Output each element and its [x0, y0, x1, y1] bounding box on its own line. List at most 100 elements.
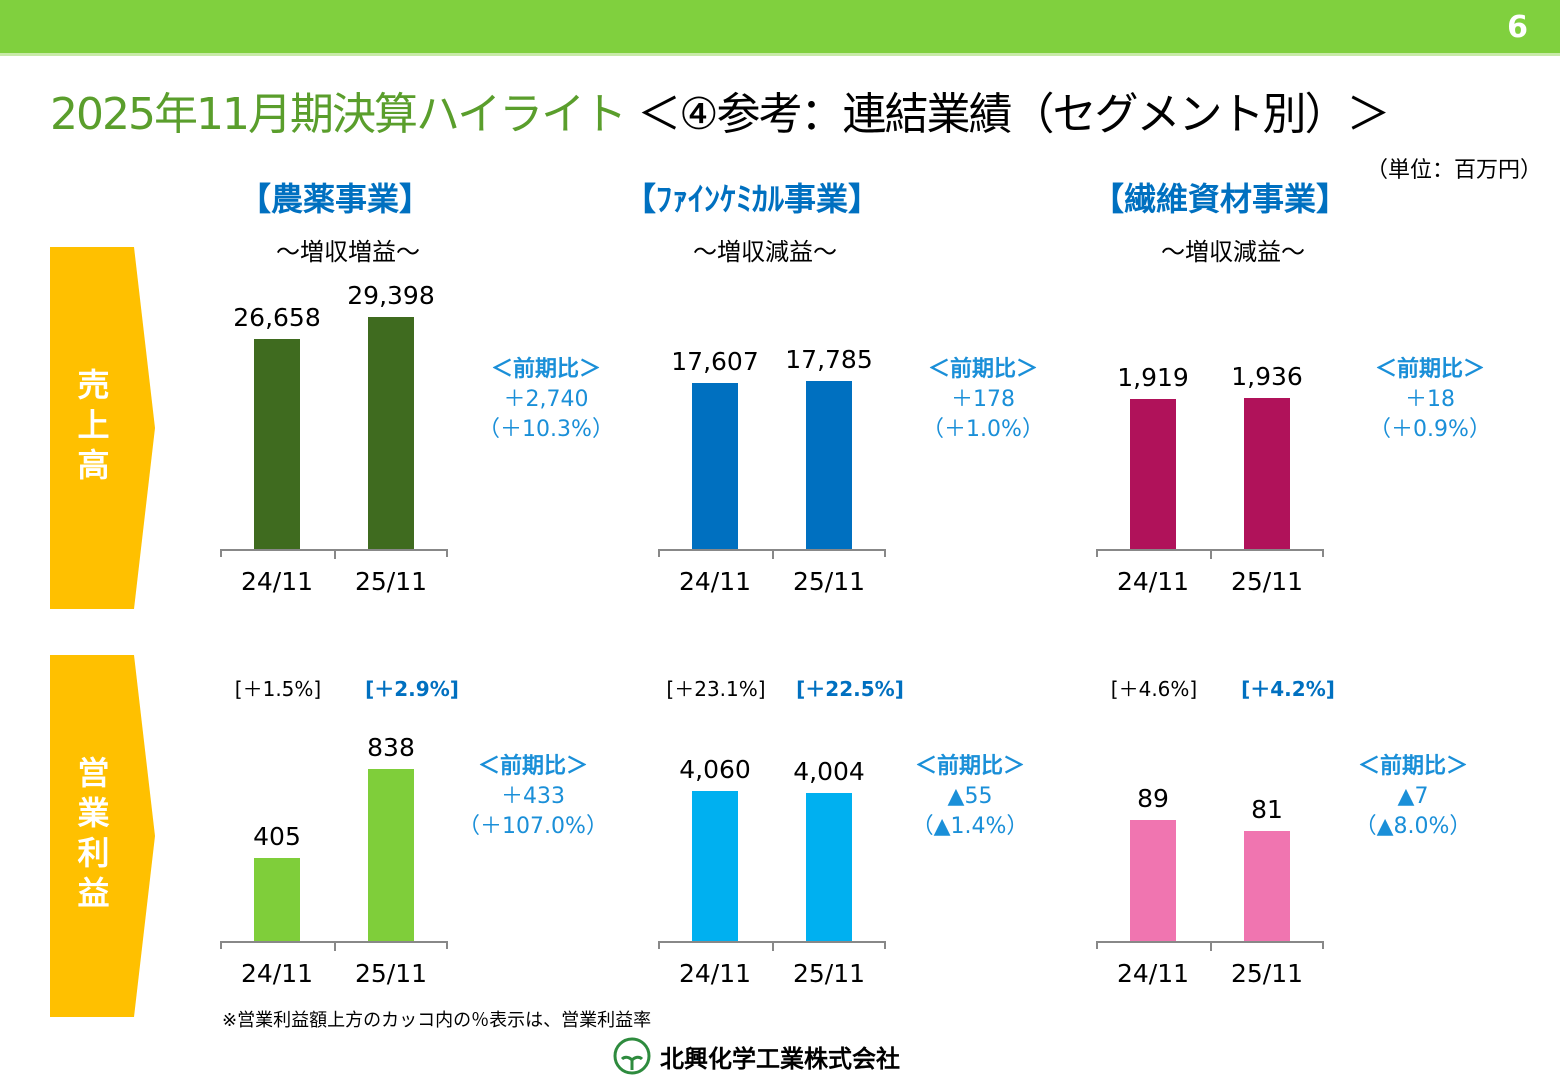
- bar-chart: 89 24/11 81 25/11: [1096, 641, 1324, 1001]
- x-axis: [658, 941, 886, 951]
- op-pct: （▲8.0%）: [1354, 814, 1472, 839]
- data-label: 89: [1137, 783, 1169, 813]
- row-label-operating-profit: 営業利益: [50, 655, 155, 1017]
- compare-label: ＜前期比＞: [914, 754, 1025, 779]
- op-margin-prev: [＋4.6%]: [1110, 677, 1198, 701]
- op-margin-prev: [＋23.1%]: [666, 677, 766, 701]
- x-tick-label: 25/11: [354, 959, 428, 988]
- op-diff: ▲7: [1397, 784, 1429, 809]
- x-tick-label: 24/11: [678, 567, 752, 596]
- x-tick-label: 25/11: [1230, 959, 1304, 988]
- segment-summary: ～増収減益～: [693, 238, 837, 266]
- sales-comparison: ＜前期比＞ ＋178 （＋1.0%）: [922, 355, 1044, 445]
- title-main: 2025年11月期決算ハイライト: [50, 89, 627, 140]
- sales-diff: ＋18: [1405, 387, 1455, 412]
- bar-25-11: [806, 381, 852, 549]
- company-logo: 北興化学工業株式会社: [612, 1036, 900, 1076]
- x-tick-label: 24/11: [240, 567, 314, 596]
- compare-label: ＜前期比＞: [927, 357, 1038, 382]
- x-tick-label: 25/11: [354, 567, 428, 596]
- page-number: 6: [1507, 10, 1528, 45]
- bar-24-11: [692, 382, 738, 549]
- company-name: 北興化学工業株式会社: [660, 1044, 900, 1073]
- x-tick-label: 24/11: [1116, 959, 1190, 988]
- axis-tick: [1210, 551, 1212, 559]
- x-tick-label: 24/11: [240, 959, 314, 988]
- axis-tick: [334, 551, 336, 559]
- segment-title: 【繊維資材事業】: [1091, 180, 1349, 218]
- x-axis: [1096, 941, 1324, 951]
- op-margin-prev: [＋1.5%]: [234, 677, 322, 701]
- segment-title: 【農薬事業】: [238, 180, 432, 218]
- data-label: 17,785: [785, 345, 873, 375]
- row-label-sales-text: 売上高: [72, 368, 111, 488]
- bar-chart: 1,919 24/11 1,936 25/11: [1096, 249, 1324, 609]
- bar-24-11: [1130, 819, 1176, 941]
- title-sub: ＜④参考：連結業績（セグメント別）＞: [637, 89, 1390, 140]
- segment-title: 【ﾌｧｲﾝｹﾐｶﾙ事業】: [623, 180, 881, 218]
- sales-diff: ＋2,740: [503, 387, 589, 412]
- bar-25-11: [368, 768, 414, 941]
- bar-chart: 405 24/11 838 25/11: [220, 641, 448, 1001]
- compare-label: ＜前期比＞: [477, 754, 589, 779]
- op-comparison: ＜前期比＞ ＋433 （＋107.0%）: [458, 752, 608, 842]
- data-label: 29,398: [347, 280, 435, 310]
- bar-25-11: [368, 316, 414, 549]
- bar-24-11: [692, 791, 738, 941]
- bar-chart: 17,607 24/11 17,785 25/11: [658, 249, 886, 609]
- x-axis: [220, 549, 448, 559]
- op-comparison: ＜前期比＞ ▲55 （▲1.4%）: [912, 752, 1029, 842]
- segment-summary: ～増収増益～: [276, 238, 420, 266]
- bar-24-11: [254, 338, 300, 549]
- company-tree-icon: [613, 1037, 651, 1075]
- sales-pct: （＋1.0%）: [922, 417, 1044, 442]
- data-label: 81: [1251, 794, 1283, 824]
- op-margin-curr: [＋2.9%]: [365, 677, 459, 701]
- unit-label: （単位：百万円）: [1365, 158, 1542, 183]
- sales-diff: ＋178: [951, 387, 1015, 412]
- data-label: 17,607: [671, 346, 759, 376]
- compare-label: ＜前期比＞: [1374, 357, 1485, 382]
- axis-tick: [1210, 943, 1212, 951]
- bar-25-11: [1244, 830, 1290, 941]
- x-tick-label: 24/11: [678, 959, 752, 988]
- page-title: 2025年11月期決算ハイライト ＜④参考：連結業績（セグメント別）＞: [50, 78, 1391, 142]
- sales-pct: （＋0.9%）: [1369, 417, 1491, 442]
- top-banner: [0, 0, 1560, 56]
- x-tick-label: 25/11: [1230, 567, 1304, 596]
- data-label: 4,004: [793, 757, 865, 787]
- axis-tick: [334, 943, 336, 951]
- data-label: 4,060: [679, 755, 751, 784]
- data-label: 1,936: [1231, 361, 1303, 391]
- op-diff: ▲55: [947, 784, 993, 809]
- op-margin-curr: [＋4.2%]: [1241, 677, 1335, 701]
- row-label-sales: 売上高: [50, 247, 155, 609]
- compare-label: ＜前期比＞: [1357, 754, 1468, 779]
- sales-comparison: ＜前期比＞ ＋2,740 （＋10.3%）: [478, 355, 614, 445]
- bar-25-11: [806, 793, 852, 941]
- data-label: 1,919: [1117, 363, 1189, 393]
- data-label: 26,658: [233, 302, 321, 332]
- segment-summary: ～増収減益～: [1161, 238, 1305, 266]
- axis-tick: [772, 943, 774, 951]
- bar-25-11: [1244, 397, 1290, 549]
- x-axis: [1096, 549, 1324, 559]
- bar-24-11: [254, 857, 300, 941]
- x-tick-label: 25/11: [792, 567, 866, 596]
- bar-chart: 26,658 24/11 29,398 25/11: [220, 249, 448, 609]
- row-label-op-text: 営業利益: [72, 756, 111, 916]
- sales-pct: （＋10.3%）: [478, 417, 614, 442]
- op-comparison: ＜前期比＞ ▲7 （▲8.0%）: [1355, 752, 1472, 842]
- x-tick-label: 25/11: [792, 959, 866, 988]
- op-diff: ＋433: [500, 784, 565, 809]
- axis-tick: [772, 551, 774, 559]
- x-axis: [658, 549, 886, 559]
- bar-chart: 4,060 24/11 4,004 25/11: [658, 641, 886, 1001]
- sales-comparison: ＜前期比＞ ＋18 （＋0.9%）: [1369, 355, 1491, 445]
- x-tick-label: 24/11: [1116, 567, 1190, 596]
- x-axis: [220, 941, 448, 951]
- bar-24-11: [1130, 399, 1176, 549]
- op-pct: （＋107.0%）: [458, 814, 608, 839]
- data-label: 838: [367, 732, 415, 762]
- data-label: 405: [253, 821, 301, 851]
